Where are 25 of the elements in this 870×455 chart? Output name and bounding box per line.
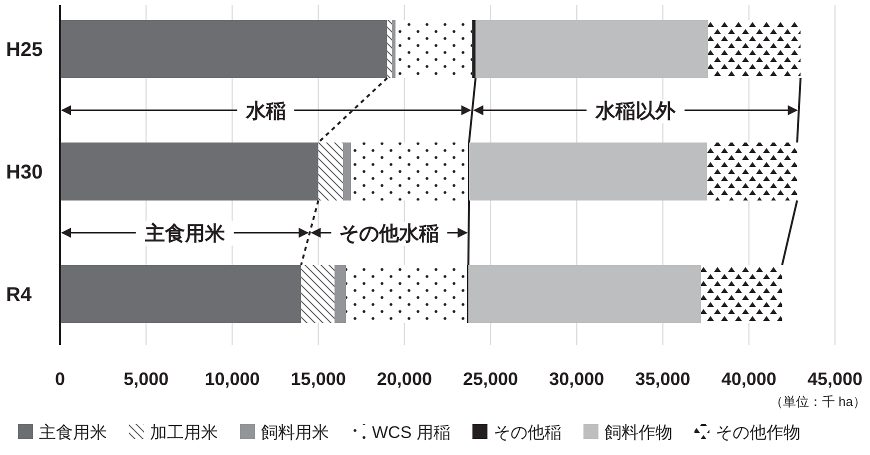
y-tick-label: H30 bbox=[6, 162, 43, 184]
annotation: その他水稲 bbox=[339, 222, 440, 245]
x-tick-label: 30,000 bbox=[549, 369, 604, 389]
text: （単位：千 ha） bbox=[770, 394, 866, 409]
x-tick-label: 25,000 bbox=[463, 369, 518, 389]
legend-label: 飼料用米 bbox=[261, 423, 329, 442]
y-tick-label: H25 bbox=[6, 39, 43, 61]
legend-label: 主食用米 bbox=[39, 423, 107, 442]
legend-label: その他稲 bbox=[493, 423, 562, 442]
legend-label: 加工用米 bbox=[150, 423, 218, 442]
x-tick-label: 35,000 bbox=[635, 369, 690, 389]
legend-label: 飼料作物 bbox=[604, 423, 672, 442]
x-tick-label: 0 bbox=[54, 369, 66, 389]
y-tick-label: R4 bbox=[6, 284, 32, 306]
x-tick-label: 5,000 bbox=[124, 369, 169, 389]
annotation: 水稲 bbox=[245, 100, 286, 122]
x-tick-label: 20,000 bbox=[376, 369, 432, 389]
legend-label: WCS 用稲 bbox=[372, 423, 450, 442]
x-tick-label: 15,000 bbox=[290, 369, 346, 389]
annotation: 水稲以外 bbox=[594, 100, 677, 122]
x-tick-label: 10,000 bbox=[204, 369, 260, 389]
x-tick-label: 40,000 bbox=[721, 369, 776, 389]
x-tick-label: 45,000 bbox=[807, 369, 863, 389]
legend-label: その他作物 bbox=[715, 423, 800, 442]
annotation: 主食用米 bbox=[144, 222, 226, 245]
